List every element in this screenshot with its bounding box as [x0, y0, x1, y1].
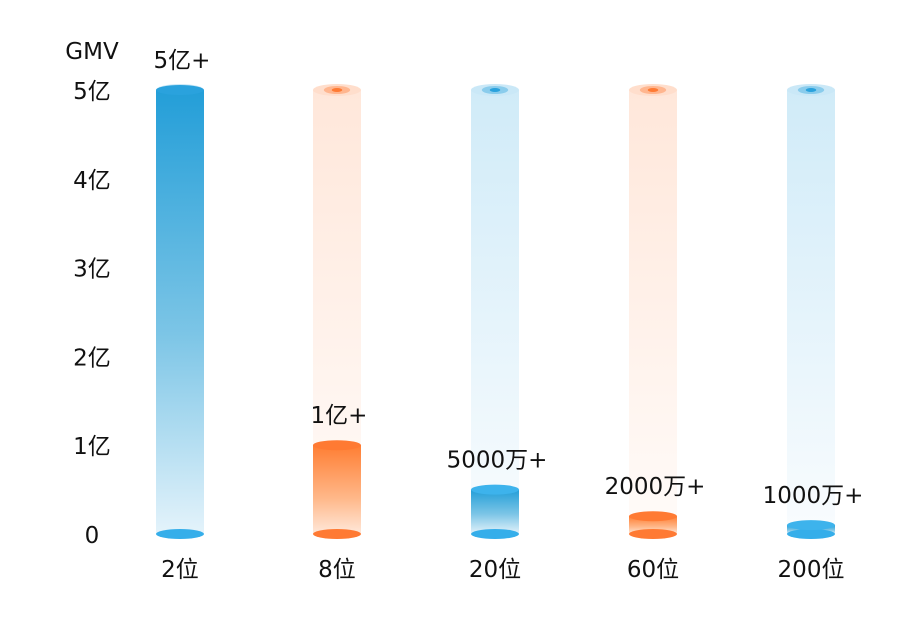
- y-tick-label: 0: [85, 523, 100, 549]
- bar: [313, 445, 361, 534]
- bar-base: [629, 529, 677, 539]
- data-label: 1亿+: [311, 403, 368, 429]
- bar-group: 1亿+: [311, 84, 368, 539]
- x-tick-label: 8位: [318, 557, 356, 583]
- bar-cap: [787, 520, 835, 531]
- bar-cap: [156, 85, 204, 95]
- data-label: 5000万+: [447, 448, 548, 474]
- bar-cap: [471, 484, 519, 495]
- bar-group: 2000万+: [605, 84, 706, 539]
- bars: 5亿+ 1亿+ 5000万+ 2000万+ 1000万+: [154, 48, 864, 539]
- bar-cap: [313, 440, 361, 451]
- y-axis: 0 1亿 2亿 3亿 4亿 5亿: [73, 79, 111, 549]
- bar-base: [787, 529, 835, 539]
- y-tick-label: 3亿: [73, 257, 111, 283]
- x-tick-label: 20位: [469, 557, 521, 583]
- bar: [471, 489, 519, 534]
- bar-background: [629, 90, 677, 534]
- y-tick-label: 4亿: [73, 168, 111, 194]
- y-axis-label: GMV: [65, 39, 119, 65]
- bar-cap: [629, 511, 677, 522]
- y-tick-label: 1亿: [73, 434, 111, 460]
- y-tick-label: 2亿: [73, 345, 111, 371]
- bar-top-dot: [489, 88, 501, 92]
- bar-base: [156, 529, 204, 539]
- x-tick-label: 200位: [778, 557, 845, 583]
- data-label: 1000万+: [763, 483, 864, 509]
- bar-top-dot: [331, 88, 343, 92]
- x-tick-label: 2位: [161, 557, 199, 583]
- bar: [156, 90, 204, 534]
- bar-background: [471, 90, 519, 534]
- bar: [629, 516, 677, 534]
- bar-base: [471, 529, 519, 539]
- bar-group: 5000万+: [447, 84, 548, 539]
- bar-base: [313, 529, 361, 539]
- bar-background: [787, 90, 835, 534]
- bar-top-dot: [805, 88, 817, 92]
- bar-group: 1000万+: [763, 84, 864, 539]
- bar-top-dot: [647, 88, 659, 92]
- data-label: 2000万+: [605, 474, 706, 500]
- x-tick-label: 60位: [627, 557, 679, 583]
- bar-group: 5亿+: [154, 48, 211, 539]
- data-label: 5亿+: [154, 48, 211, 74]
- y-tick-label: 5亿: [73, 79, 111, 105]
- x-axis: 2位 8位 20位 60位 200位: [161, 557, 844, 583]
